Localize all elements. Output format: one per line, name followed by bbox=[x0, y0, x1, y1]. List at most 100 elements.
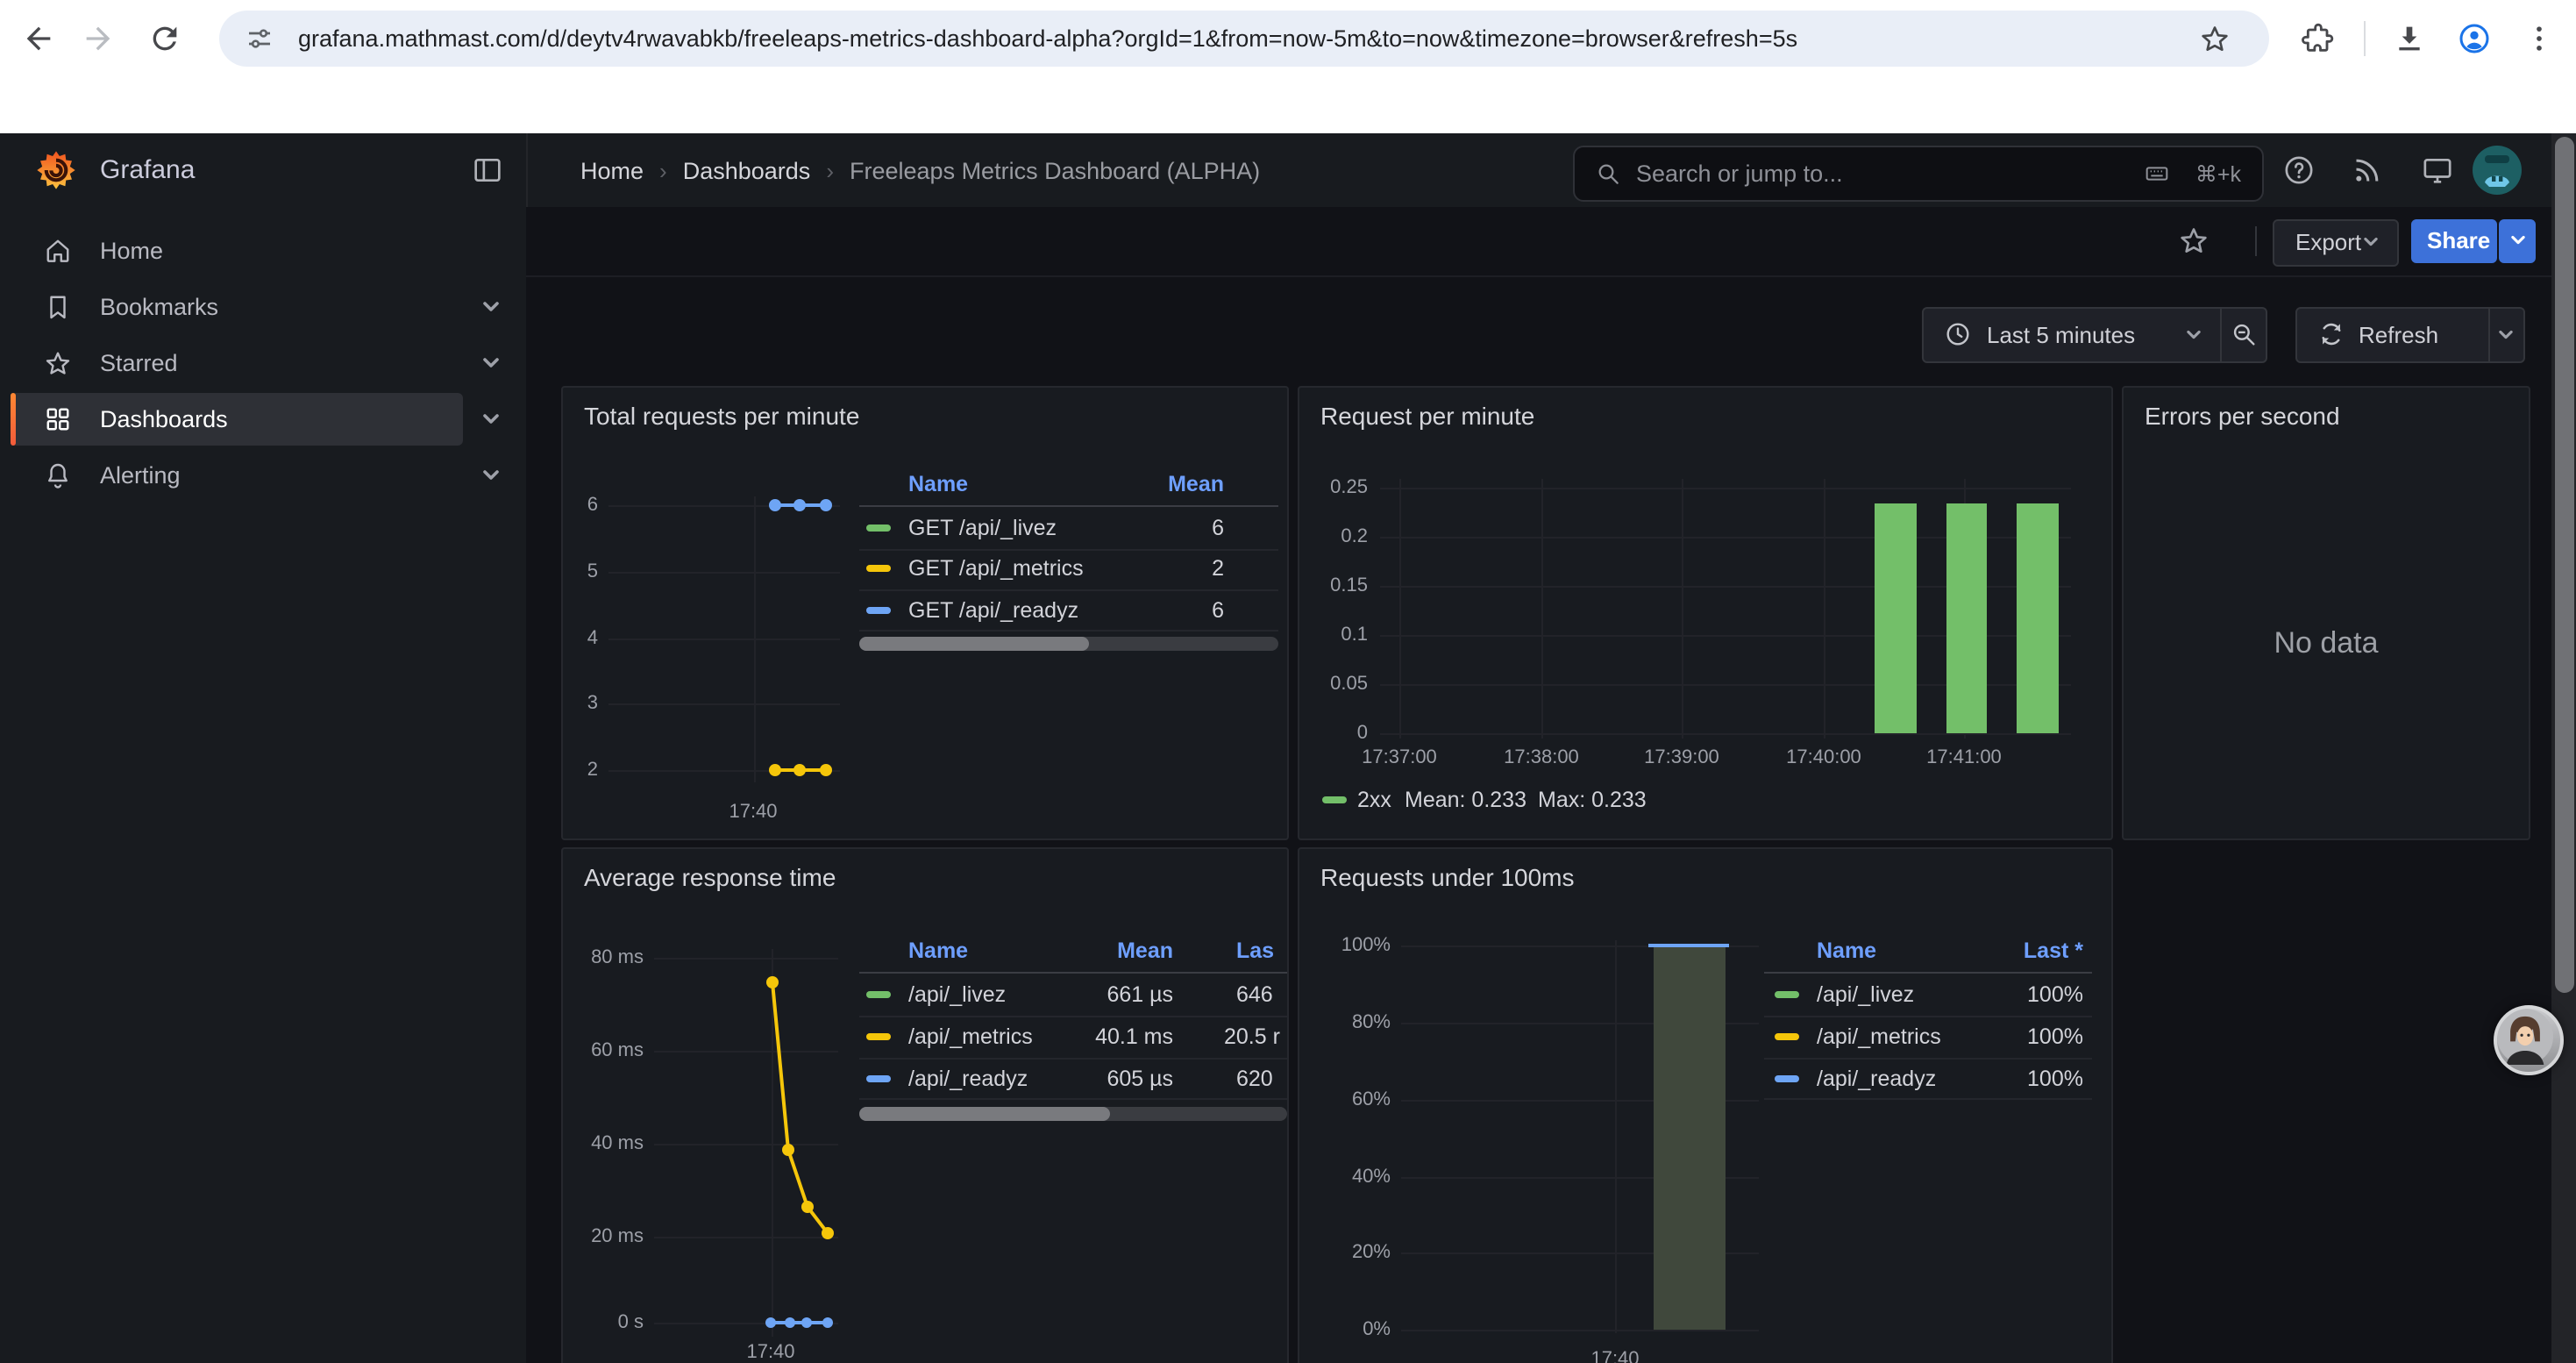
legend-header-last[interactable]: Last * bbox=[2024, 938, 2083, 963]
legend-series-name[interactable]: /api/_livez bbox=[908, 982, 1006, 1007]
panel-request-per-minute[interactable]: Request per minute 0.25 0.2 0.15 0.1 0.0… bbox=[1298, 386, 2113, 840]
legend-scrollbar-thumb[interactable] bbox=[859, 637, 1089, 651]
y-tick: 100% bbox=[1299, 935, 1391, 956]
legend-header-name[interactable]: Name bbox=[908, 472, 968, 496]
table-separator bbox=[859, 630, 1278, 632]
series-color-chip[interactable] bbox=[866, 1033, 891, 1040]
table-separator bbox=[859, 589, 1278, 590]
legend-series-name[interactable]: /api/_readyz bbox=[908, 1067, 1028, 1091]
browser-menu-icon[interactable] bbox=[2522, 21, 2557, 56]
legend-series-name[interactable]: GET /api/_readyz bbox=[908, 597, 1078, 622]
share-button[interactable]: Share bbox=[2411, 219, 2497, 263]
legend-series-name[interactable]: 2xx bbox=[1357, 788, 1391, 812]
bar-under-100ms[interactable] bbox=[1653, 946, 1726, 1329]
bell-icon bbox=[42, 460, 74, 491]
star-icon bbox=[42, 347, 74, 379]
user-avatar[interactable] bbox=[2473, 146, 2522, 195]
breadcrumb-separator: › bbox=[826, 157, 834, 183]
sidebar-toggle-icon[interactable] bbox=[470, 153, 505, 188]
legend-last-value: 100% bbox=[2027, 1024, 2083, 1049]
panel-title[interactable]: Errors per second bbox=[2145, 402, 2340, 430]
panel-title[interactable]: Request per minute bbox=[1320, 402, 1534, 430]
chevron-down-icon[interactable] bbox=[477, 349, 505, 377]
search-input[interactable]: Search or jump to... ⌘+k bbox=[1573, 146, 2264, 202]
favorite-star-icon[interactable] bbox=[2176, 223, 2211, 258]
panel-title[interactable]: Requests under 100ms bbox=[1320, 863, 1575, 891]
floating-assistant-avatar[interactable] bbox=[2494, 1005, 2564, 1075]
series-color-chip[interactable] bbox=[866, 991, 891, 998]
kiosk-monitor-icon[interactable] bbox=[2420, 153, 2455, 188]
clock-icon bbox=[1943, 319, 1973, 349]
export-button[interactable]: Export bbox=[2273, 219, 2399, 267]
bar-2xx[interactable] bbox=[1946, 503, 1987, 732]
site-settings-icon[interactable] bbox=[244, 23, 275, 54]
legend-header-mean[interactable]: Mean bbox=[1117, 938, 1173, 963]
refresh-interval-button[interactable] bbox=[2490, 309, 2523, 361]
grafana-logo-icon[interactable] bbox=[33, 147, 79, 193]
legend-series-name[interactable]: GET /api/_metrics bbox=[908, 556, 1084, 581]
browser-back-button[interactable] bbox=[21, 21, 56, 56]
table-separator bbox=[859, 1057, 1287, 1059]
y-tick: 0.2 bbox=[1299, 525, 1368, 546]
share-menu-button[interactable] bbox=[2499, 219, 2536, 263]
page-scrollbar-thumb[interactable] bbox=[2554, 137, 2573, 993]
active-item-accent bbox=[11, 393, 16, 446]
downloads-icon[interactable] bbox=[2392, 21, 2427, 56]
chevron-down-icon[interactable] bbox=[477, 405, 505, 433]
browser-forward-button[interactable] bbox=[81, 21, 116, 56]
table-separator bbox=[1764, 1057, 2092, 1059]
time-range-picker-button[interactable]: Last 5 minutes bbox=[1924, 309, 2220, 361]
panel-requests-under-100ms[interactable]: Requests under 100ms 100% 80% 60% 40% 20… bbox=[1298, 847, 2113, 1363]
x-tick: 17:41:00 bbox=[1903, 747, 2025, 768]
legend-header-last[interactable]: Las bbox=[1236, 938, 1274, 963]
breadcrumb-dashboards[interactable]: Dashboards bbox=[683, 157, 811, 183]
series-color-chip[interactable] bbox=[866, 525, 891, 532]
series-color-chip[interactable] bbox=[1321, 796, 1346, 803]
series-color-chip[interactable] bbox=[1775, 991, 1799, 998]
browser-profile-icon[interactable] bbox=[2457, 21, 2492, 56]
legend-series-name[interactable]: /api/_metrics bbox=[908, 1024, 1033, 1049]
legend-mean-value: 661 µs bbox=[1107, 982, 1173, 1007]
browser-toolbar: grafana.mathmast.com/d/deytv4rwavabkb/fr… bbox=[0, 0, 2576, 77]
breadcrumb-home[interactable]: Home bbox=[580, 157, 644, 183]
bar-2xx[interactable] bbox=[2016, 503, 2058, 732]
panel-total-requests-per-minute[interactable]: Total requests per minute 6 5 4 3 2 17:4… bbox=[561, 386, 1289, 840]
url-text[interactable]: grafana.mathmast.com/d/deytv4rwavabkb/fr… bbox=[298, 25, 2218, 52]
breadcrumb-current: Freeleaps Metrics Dashboard (ALPHA) bbox=[850, 157, 1260, 183]
bookmark-star-icon[interactable] bbox=[2197, 21, 2232, 56]
legend-header-name[interactable]: Name bbox=[908, 938, 968, 963]
chevron-down-icon bbox=[2359, 230, 2383, 254]
legend-mean-value: 6 bbox=[1212, 597, 1224, 622]
legend-scrollbar-thumb[interactable] bbox=[859, 1107, 1110, 1121]
panel-average-response-time[interactable]: Average response time 80 ms 60 ms 40 ms … bbox=[561, 847, 1289, 1363]
chevron-down-icon[interactable] bbox=[477, 293, 505, 321]
address-bar[interactable]: grafana.mathmast.com/d/deytv4rwavabkb/fr… bbox=[219, 11, 2269, 67]
bar-2xx[interactable] bbox=[1875, 503, 1917, 732]
legend-series-name[interactable]: /api/_metrics bbox=[1817, 1024, 1941, 1049]
extensions-icon[interactable] bbox=[2301, 21, 2336, 56]
series-color-chip[interactable] bbox=[866, 606, 891, 613]
chevron-down-icon[interactable] bbox=[477, 461, 505, 489]
legend-series-name[interactable]: GET /api/_livez bbox=[908, 516, 1057, 540]
table-separator bbox=[1764, 1098, 2092, 1100]
legend-last-value: 100% bbox=[2027, 982, 2083, 1007]
news-rss-icon[interactable] bbox=[2350, 153, 2385, 188]
legend-series-name[interactable]: /api/_readyz bbox=[1817, 1067, 1936, 1091]
legend-header-name[interactable]: Name bbox=[1817, 938, 1876, 963]
refresh-group: Refresh bbox=[2295, 307, 2525, 363]
time-range-label: Last 5 minutes bbox=[1987, 322, 2135, 348]
sidebar-item-label: Starred bbox=[100, 350, 178, 376]
refresh-button[interactable]: Refresh bbox=[2297, 309, 2488, 361]
series-color-chip[interactable] bbox=[1775, 1075, 1799, 1082]
help-icon[interactable] bbox=[2281, 153, 2316, 188]
series-color-chip[interactable] bbox=[866, 1075, 891, 1082]
x-tick: 17:40:00 bbox=[1762, 747, 1885, 768]
panel-errors-per-second[interactable]: Errors per second No data bbox=[2122, 386, 2530, 840]
legend-series-name[interactable]: /api/_livez bbox=[1817, 982, 1914, 1007]
legend-header-mean[interactable]: Mean bbox=[1168, 472, 1224, 496]
series-color-chip[interactable] bbox=[1775, 1033, 1799, 1040]
zoom-out-button[interactable] bbox=[2222, 309, 2266, 361]
table-separator bbox=[859, 1098, 1287, 1100]
browser-reload-button[interactable] bbox=[147, 21, 182, 56]
series-color-chip[interactable] bbox=[866, 565, 891, 572]
